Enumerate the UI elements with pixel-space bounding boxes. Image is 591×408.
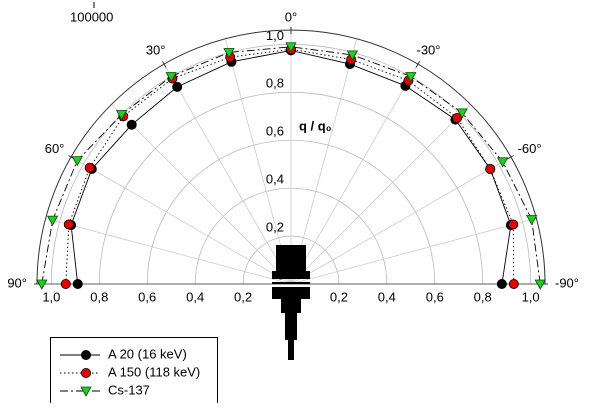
r-tick-label: 0,6 — [138, 289, 156, 304]
marker — [127, 120, 136, 129]
grid-spoke — [291, 64, 418, 284]
detector-cable — [288, 340, 294, 360]
r-tick-label: 0,8 — [474, 289, 492, 304]
r-tick-label: 0,6 — [426, 289, 444, 304]
grid-spoke — [46, 218, 291, 284]
detector-ring — [272, 287, 310, 299]
theta-tick-label: 90° — [7, 275, 27, 290]
r-tick-label: 0,6 — [266, 124, 284, 139]
marker — [509, 279, 518, 288]
legend-label: A 150 (118 keV) — [108, 364, 200, 379]
r-tick-label: 0,8 — [266, 76, 284, 91]
theta-tick-label: 0° — [285, 9, 297, 24]
theta-tick-label: -60° — [518, 141, 542, 156]
grid-spoke — [111, 104, 291, 284]
r-tick-label: 0,8 — [90, 289, 108, 304]
axis-label: q / q₀ — [299, 118, 332, 133]
marker — [48, 216, 58, 225]
theta-tick-label: -90° — [555, 275, 579, 290]
theta-tick-label: 30° — [146, 43, 166, 58]
marker — [527, 216, 537, 225]
marker — [73, 279, 82, 288]
marker — [509, 220, 518, 229]
detector-icon — [272, 245, 310, 360]
r-tick-label: 0,2 — [266, 220, 284, 235]
grid-spoke — [291, 157, 511, 284]
marker — [85, 163, 94, 172]
legend-marker — [81, 368, 90, 377]
detector-ring — [272, 271, 310, 279]
detector-body — [281, 299, 301, 313]
r-tick-label: 1,0 — [522, 289, 540, 304]
r-tick-label: 0,2 — [234, 289, 252, 304]
legend-marker — [81, 350, 90, 359]
chart: 100000 00,20,20,20,40,40,40,60,60,60,80,… — [0, 0, 591, 403]
detector-head — [276, 245, 306, 271]
theta-tick-label: -30° — [417, 43, 441, 58]
marker — [64, 220, 73, 229]
detector-stem — [285, 313, 297, 340]
detector-ring — [272, 282, 310, 284]
theta-tick-label: 60° — [45, 141, 65, 156]
grid-spoke — [71, 157, 291, 284]
legend-label: A 20 (16 keV) — [108, 346, 187, 361]
legend-label: Cs-137 — [108, 382, 150, 397]
r-tick-label: 0,4 — [266, 172, 284, 187]
grid-spoke — [291, 218, 536, 284]
r-tick-label: 1,0 — [42, 289, 60, 304]
marker — [497, 279, 506, 288]
r-tick-label: 0,2 — [330, 289, 348, 304]
marker — [61, 279, 70, 288]
marker — [72, 157, 82, 166]
marker — [173, 82, 182, 91]
corner-label: 100000 — [70, 9, 113, 24]
r-tick-label: 0,4 — [186, 289, 204, 304]
marker — [486, 164, 495, 173]
r-tick-label: 0,4 — [378, 289, 396, 304]
legend: A 20 (16 keV) A 150 (118 keV) Cs-137 — [51, 338, 218, 404]
